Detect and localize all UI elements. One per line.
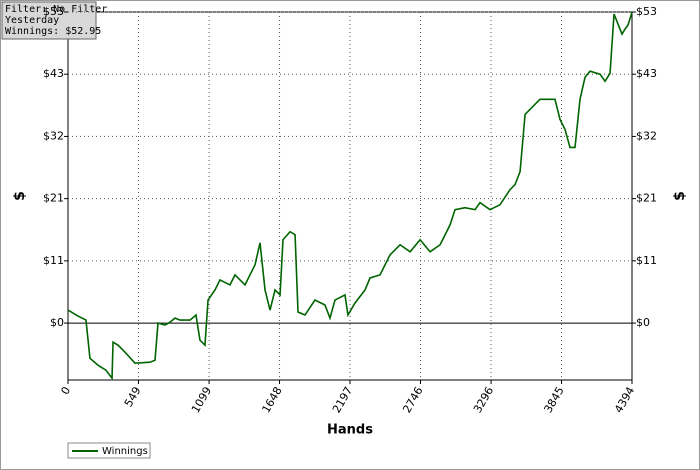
y2-axis-label: $ [672, 191, 688, 201]
legend-label: Winnings [102, 446, 148, 457]
legend: Winnings [67, 442, 151, 459]
y2-tick-label: $11 [636, 254, 657, 267]
info-line: Yesterday [5, 15, 59, 26]
y2-tick-label: $53 [636, 5, 657, 18]
series-line [67, 12, 633, 381]
y-tick-label: $32 [43, 129, 64, 142]
x-axis-label: Hands [327, 423, 373, 438]
y-tick-label: $53 [43, 5, 64, 18]
y-tick-label: $21 [43, 192, 64, 205]
y-tick-label: $11 [43, 254, 64, 267]
legend-box [67, 442, 151, 459]
y-axis-label: $ [12, 191, 28, 201]
info-box: Filter: No Filter Yesterday Winnings: $5… [1, 1, 107, 40]
y-tick-label: $0 [50, 316, 64, 329]
y2-tick-label: $43 [636, 67, 657, 80]
y2-tick-label: $21 [636, 192, 657, 205]
y-tick-label: $43 [43, 67, 64, 80]
info-line: Winnings: $52.95 [5, 26, 101, 37]
y2-tick-label: $0 [636, 316, 650, 329]
info-line: Filter: No Filter [5, 4, 107, 15]
y2-tick-label: $32 [636, 129, 657, 142]
info-box-bg [1, 1, 97, 40]
